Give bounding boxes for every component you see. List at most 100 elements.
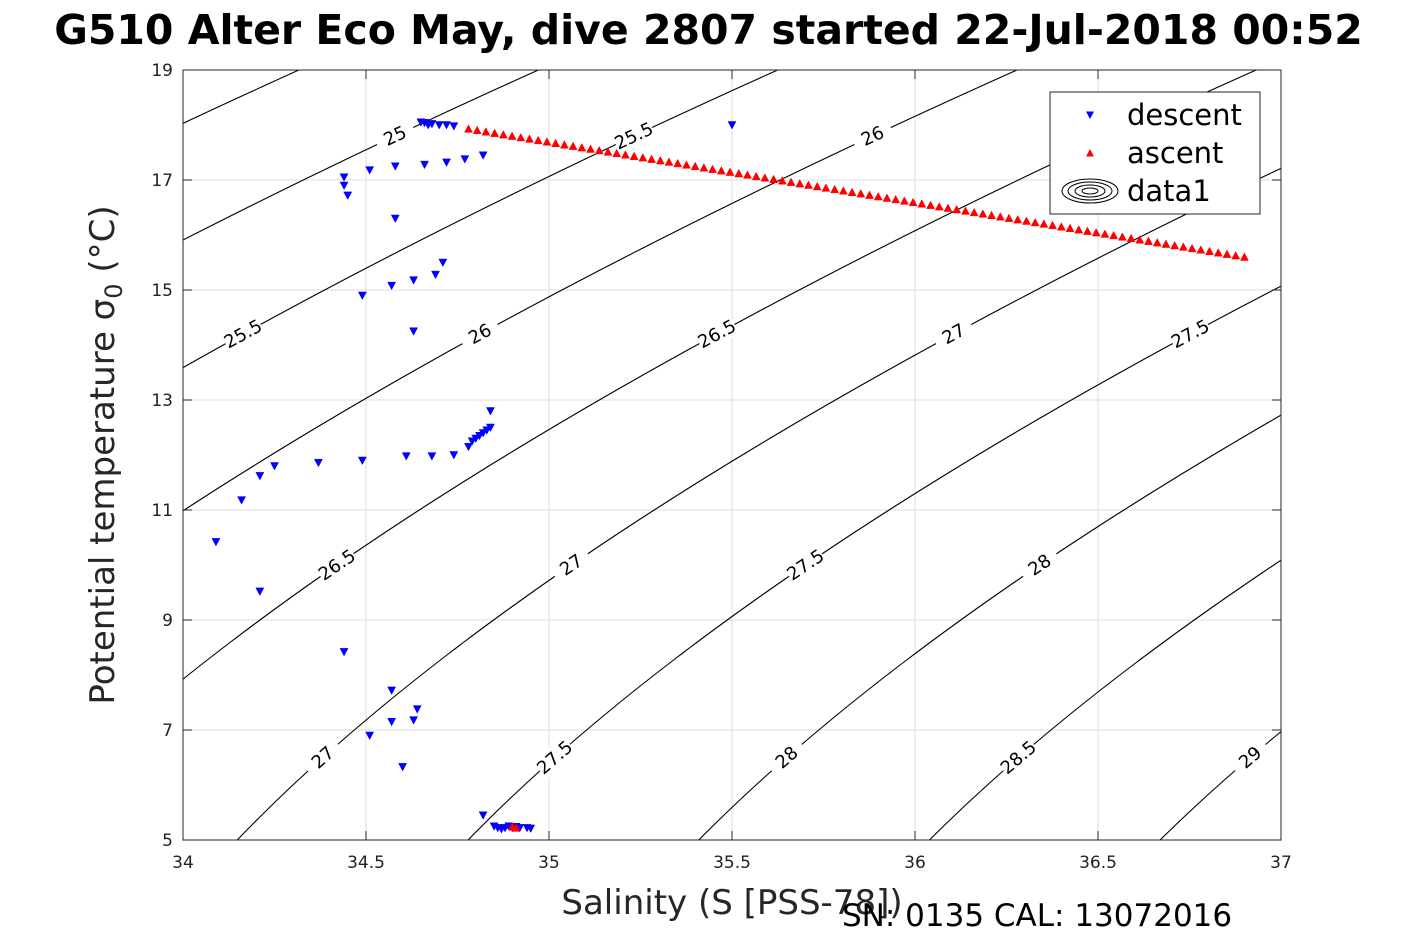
- ascent-point: [699, 163, 709, 172]
- descent-point: [442, 158, 451, 167]
- ascent-point: [612, 148, 622, 158]
- ascent-point: [1022, 216, 1031, 225]
- ascent-point: [830, 184, 840, 194]
- y-tick-label: 9: [162, 611, 173, 631]
- descent-point: [211, 538, 221, 547]
- ascent-point: [760, 173, 770, 182]
- ascent-point: [525, 134, 534, 143]
- descent-point: [478, 151, 488, 160]
- descent-point: [339, 173, 349, 182]
- ascent-point: [1048, 220, 1058, 230]
- ascent-point: [795, 179, 805, 188]
- contour-line: [183, 70, 780, 369]
- ascent-point: [821, 183, 831, 192]
- ascent-point: [978, 209, 988, 218]
- ascent-point: [987, 210, 996, 219]
- descent-point: [255, 472, 265, 481]
- x-tick-label: 37: [1270, 853, 1292, 873]
- ascent-point: [777, 176, 787, 185]
- ascent-point: [568, 141, 578, 150]
- contour-label-bg: [1167, 314, 1214, 354]
- contour-label-bg: [611, 117, 657, 155]
- chart-title: G510 Alter Eco May, dive 2807 started 22…: [54, 6, 1363, 54]
- ascent-point: [1196, 245, 1206, 254]
- x-axis-ticks: 34 34.5 35 35.5 36 36.5 37: [172, 70, 1292, 873]
- x-axis-label: Salinity (S [PSS-78]): [561, 883, 902, 923]
- descent-point: [467, 437, 477, 446]
- ascent-point: [690, 161, 700, 171]
- contour-label-bg: [849, 117, 896, 155]
- descent-point: [427, 120, 437, 129]
- ascent-point: [838, 186, 848, 195]
- descent-point: [390, 214, 400, 224]
- legend-descent-marker: [1086, 111, 1094, 119]
- y-tick-label: 5: [162, 831, 173, 851]
- ascent-point: [1178, 242, 1188, 251]
- contour-label-bg: [930, 314, 977, 354]
- descent-point: [727, 121, 737, 130]
- descent-point: [314, 458, 323, 468]
- descent-point: [387, 686, 397, 695]
- ascent-point: [682, 160, 691, 169]
- legend-data1-icon: [1061, 178, 1119, 204]
- descent-point: [434, 121, 444, 130]
- ascent-point: [917, 199, 927, 208]
- descent-point: [449, 122, 459, 131]
- ascent-point: [603, 147, 613, 156]
- descent-point: [449, 451, 459, 460]
- descent-point: [486, 407, 495, 416]
- descent-point: [343, 191, 353, 200]
- descent-point: [339, 181, 349, 191]
- ascent-point: [1100, 229, 1110, 238]
- contour-label-bg: [457, 314, 503, 354]
- descent-point: [464, 443, 473, 452]
- ascent-point: [507, 131, 517, 140]
- descent-point: [365, 166, 375, 175]
- contour-line: [698, 414, 1281, 840]
- ascent-point: [1013, 215, 1023, 224]
- ascent-point: [511, 823, 521, 832]
- footer-calibration: SN: 0135 CAL: 13072016: [842, 898, 1233, 934]
- ascent-point: [1213, 248, 1223, 257]
- descent-point: [442, 121, 451, 130]
- descent-point: [339, 648, 349, 657]
- contour-label-bg: [314, 544, 360, 586]
- contour-line: [183, 70, 540, 241]
- descent-point: [398, 763, 408, 772]
- legend-ascent-marker: [1086, 149, 1094, 157]
- y-tick-label: 11: [151, 501, 173, 521]
- contour-line: [928, 559, 1281, 840]
- descent-point: [427, 452, 437, 461]
- descent-point: [237, 496, 246, 505]
- descent-point: [255, 587, 265, 596]
- descent-point: [357, 456, 367, 466]
- ascent-point: [908, 197, 918, 207]
- ascent-point: [1056, 222, 1066, 231]
- descent-point: [390, 162, 400, 171]
- ascent-point: [856, 189, 866, 198]
- ascent-point: [655, 155, 665, 165]
- ascent-point: [995, 212, 1005, 221]
- ascent-point: [926, 200, 935, 209]
- ascent-point: [734, 168, 744, 178]
- ascent-point: [873, 191, 883, 201]
- ascent-point: [551, 138, 561, 147]
- ascent-point: [481, 127, 491, 136]
- descent-point: [526, 824, 536, 833]
- contour-label-bg: [220, 314, 266, 354]
- contour-line: [183, 70, 1258, 680]
- legend-data1-icon: [1074, 184, 1106, 198]
- descent-point: [412, 705, 422, 714]
- ascent-point: [490, 128, 500, 137]
- descent-point: [438, 258, 448, 268]
- descent-point: [387, 281, 397, 291]
- ascent-point: [1144, 236, 1153, 245]
- ascent-point: [786, 177, 796, 186]
- contour-label-bg: [548, 544, 595, 586]
- ascent-point: [1109, 230, 1119, 240]
- descent-point: [365, 731, 375, 741]
- x-tick-label: 34.5: [347, 853, 385, 873]
- ascent-point: [1239, 252, 1249, 261]
- ascent-point: [472, 125, 482, 135]
